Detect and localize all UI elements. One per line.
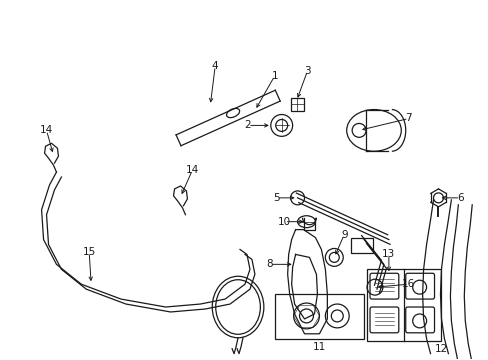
Text: 1: 1	[271, 71, 278, 81]
Bar	[274, 294, 364, 339]
Text: 2: 2	[244, 121, 251, 130]
Text: 5: 5	[273, 193, 280, 203]
Text: 4: 4	[211, 61, 218, 71]
Text: 8: 8	[266, 259, 273, 269]
Text: 11: 11	[312, 342, 325, 352]
Text: 6: 6	[456, 193, 463, 203]
Text: 16: 16	[401, 279, 414, 289]
Text: 9: 9	[340, 230, 347, 239]
Text: 14: 14	[40, 125, 53, 135]
Bar	[366, 269, 441, 341]
Text: 12: 12	[434, 344, 447, 354]
Text: 14: 14	[185, 165, 199, 175]
Text: 13: 13	[382, 249, 395, 260]
Text: 10: 10	[278, 217, 291, 227]
Text: 7: 7	[405, 113, 411, 123]
Text: 15: 15	[82, 247, 96, 257]
Bar	[350, 238, 372, 253]
Text: 3: 3	[304, 66, 310, 76]
